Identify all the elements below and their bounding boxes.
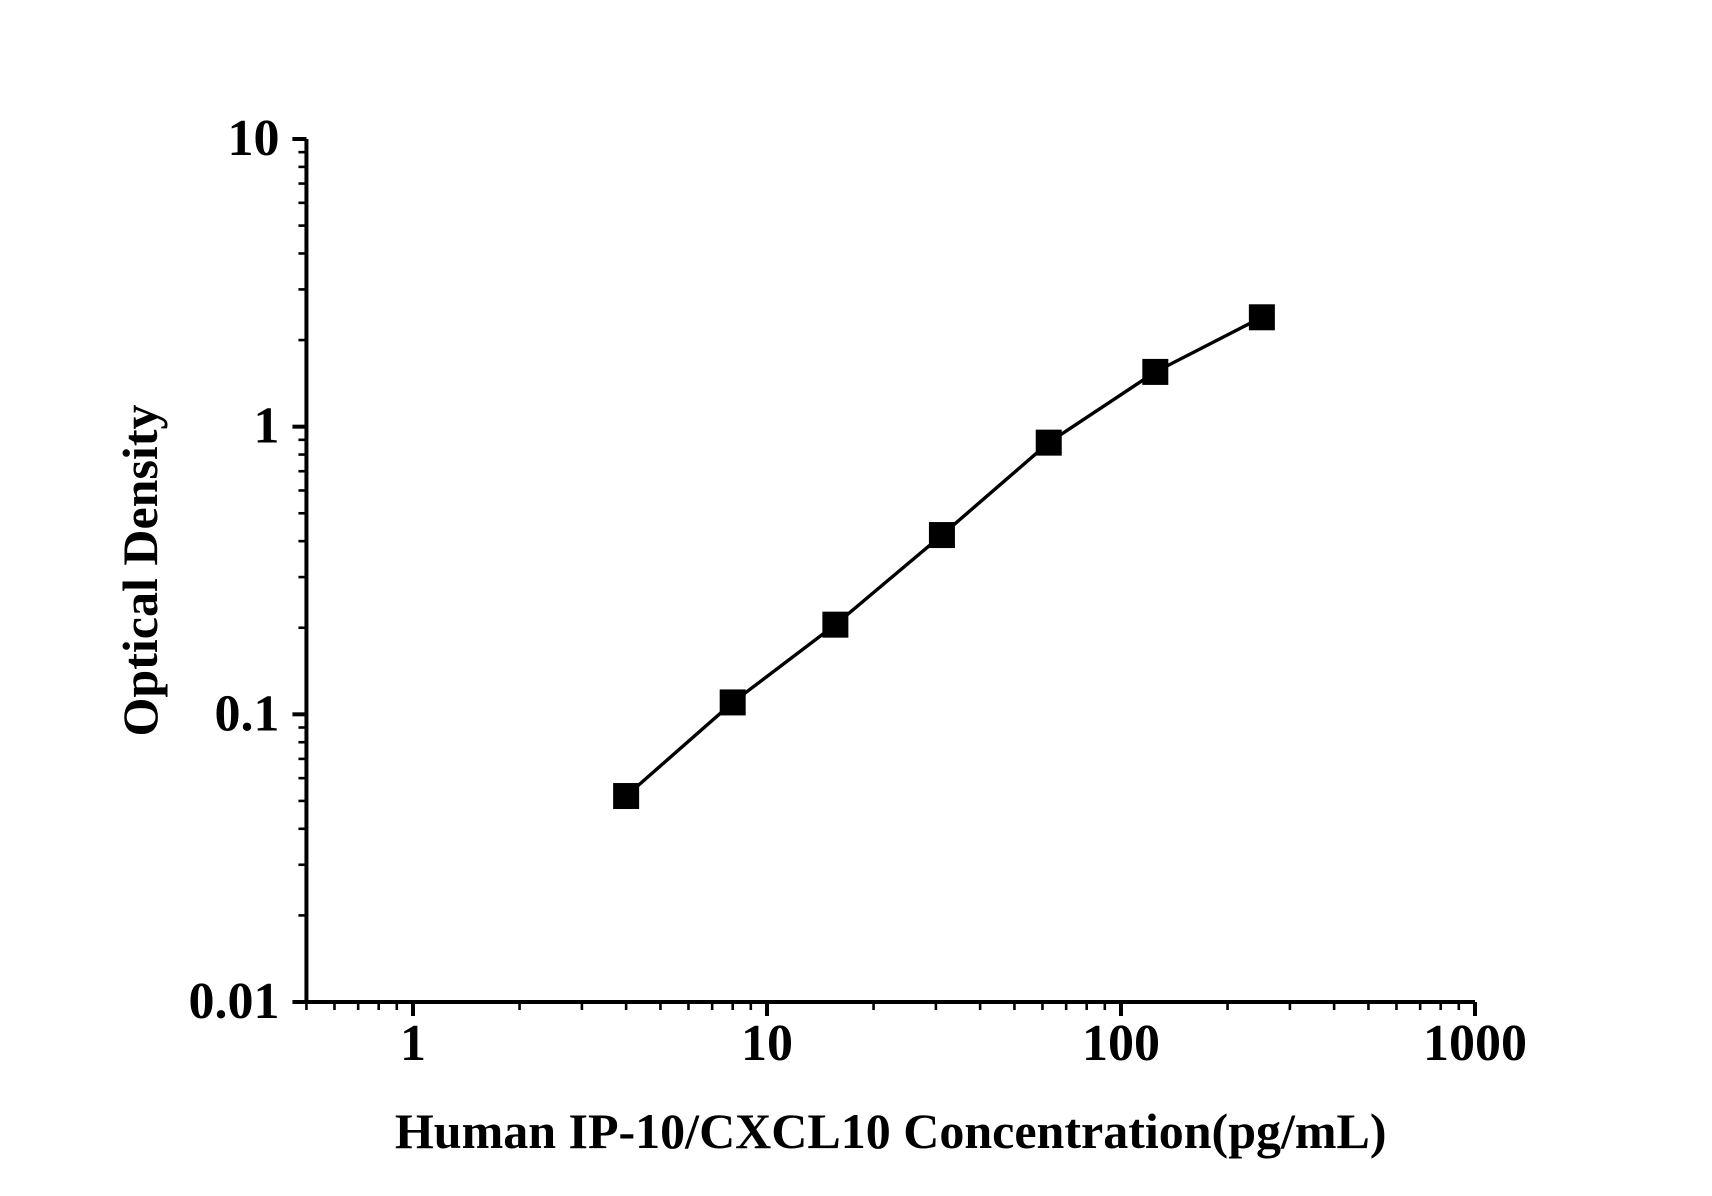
svg-text:0.1: 0.1 — [214, 685, 279, 742]
svg-text:1000: 1000 — [1423, 1015, 1527, 1072]
svg-text:10: 10 — [227, 110, 279, 167]
svg-text:Human IP-10/CXCL10 Concentrati: Human IP-10/CXCL10 Concentration(pg/mL) — [395, 1103, 1387, 1159]
svg-text:1: 1 — [400, 1015, 426, 1072]
svg-text:100: 100 — [1082, 1015, 1160, 1072]
svg-text:0.01: 0.01 — [188, 973, 279, 1030]
svg-text:1: 1 — [253, 398, 279, 455]
svg-text:10: 10 — [741, 1015, 793, 1072]
svg-text:Optical Density: Optical Density — [112, 405, 168, 737]
